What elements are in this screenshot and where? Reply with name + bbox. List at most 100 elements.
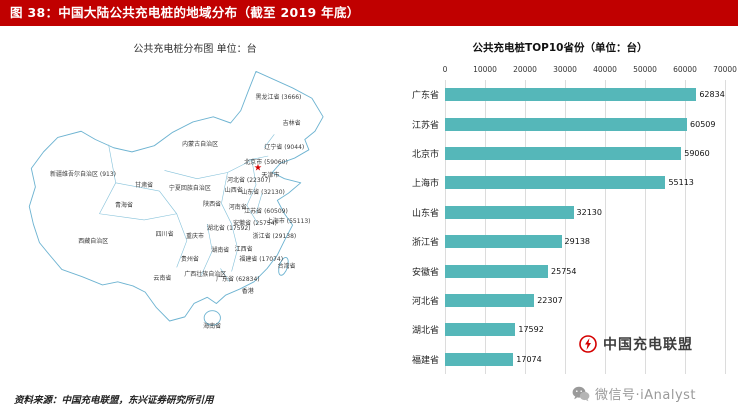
map-label: 河北省 (22307) [226, 176, 271, 184]
map-label: 湖南省 [211, 247, 230, 255]
figure-title-bar: 图 38：中国大陆公共充电桩的地域分布（截至 2019 年底） [0, 0, 738, 26]
category-label: 河北省 [411, 297, 439, 308]
map-label: 上海市 (55113) [266, 218, 311, 225]
chart-body: 广东省 江苏省 北京市 上海市 山东省 浙江省 安徽省 河北省 湖北省 福建省 62834 6050… [395, 80, 726, 374]
hainan-island [203, 310, 221, 326]
map-title: 公共充电桩分布图 单位：台 [133, 44, 257, 55]
map-label: 海南省 [203, 323, 222, 331]
category-column: 广东省 江苏省 北京市 上海市 山东省 浙江省 安徽省 河北省 湖北省 福建省 [395, 80, 445, 374]
bar-value: 17592 [518, 325, 544, 335]
grid-layer [445, 80, 726, 374]
charging-alliance-logo-icon [579, 335, 597, 353]
bar-value: 22307 [537, 296, 563, 306]
wechat-watermark-text: 微信号·iAnalyst [595, 388, 697, 403]
map-label: 重庆市 [185, 232, 205, 240]
bar-plot: 62834 60509 59060 55113 32130 29138 25754 22307… [445, 80, 726, 374]
china-map: ★ 黑龙江省 (3666) 吉林省 辽宁省 (9044) 内蒙古自治区 新疆维吾尔自治区… [12, 57, 378, 387]
beijing-star-icon: ★ [254, 162, 262, 173]
bar-value: 29138 [564, 237, 590, 247]
category-label: 广东省 [411, 91, 439, 102]
map-label: 台湾省 [277, 263, 296, 271]
gridline [645, 80, 646, 374]
bar [445, 117, 688, 131]
x-axis-tick: 30000 [553, 65, 577, 74]
map-label: 西藏自治区 [78, 238, 109, 246]
bar-row: 25754 [445, 256, 725, 285]
bar-row: 59060 [445, 139, 725, 168]
bar-row: 17592 [445, 315, 725, 344]
map-labels: 黑龙江省 (3666) 吉林省 辽宁省 (9044) 内蒙古自治区 新疆维吾尔自治区 (… [12, 57, 378, 387]
bar-row: 55113 [445, 168, 725, 197]
category-label: 江苏省 [411, 120, 439, 131]
category-label: 上海市 [411, 179, 439, 190]
bar [445, 235, 562, 249]
map-label: 广西壮族自治区 [184, 271, 227, 279]
gridline [685, 80, 686, 374]
bar-value: 62834 [699, 90, 725, 100]
province-borders [99, 134, 275, 282]
bar [445, 264, 549, 278]
map-label: 内蒙古自治区 [182, 140, 219, 148]
bar-row: 60509 [445, 109, 725, 138]
map-label: 四川省 [155, 230, 174, 238]
gridline [565, 80, 566, 374]
category-label: 福建省 [411, 355, 439, 366]
map-label: 香港 [241, 287, 254, 295]
map-label: 黑龙江省 (3666) [255, 94, 302, 102]
figure-title: 图 38：中国大陆公共充电桩的地域分布（截至 2019 年底） [10, 5, 360, 20]
category-label: 北京市 [411, 150, 439, 161]
china-map-panel: 公共充电桩分布图 单位：台 [12, 40, 378, 392]
x-axis: 0 10000 20000 30000 40000 50000 60000 70000 [395, 65, 737, 78]
map-label: 北京市 (59060) [244, 158, 288, 166]
bar-row: 17074 [445, 345, 725, 374]
map-label: 福建省 (17074) [239, 256, 284, 264]
gridline [605, 80, 606, 374]
bar [445, 147, 682, 161]
bar-value: 55113 [668, 178, 694, 188]
map-label: 云南省 [153, 274, 172, 282]
map-label: 河南省 [228, 204, 247, 212]
bar-value: 60509 [690, 119, 716, 129]
wechat-watermark: 微信号·iAnalyst [572, 384, 696, 403]
bar-row: 29138 [445, 227, 725, 256]
map-label: 吉林省 [282, 119, 301, 127]
map-label: 天津市 [261, 172, 280, 180]
gridline [485, 80, 486, 374]
map-label: 青海省 [114, 202, 133, 210]
chart-title: 公共充电桩TOP10省份（单位：台） [472, 42, 648, 54]
bar-row: 32130 [445, 198, 725, 227]
map-label: 山西省 [224, 186, 243, 194]
category-label: 山东省 [411, 208, 439, 219]
x-axis-tick: 50000 [633, 65, 657, 74]
bars-layer: 62834 60509 59060 55113 32130 29138 25754 22307… [445, 80, 725, 374]
bar [445, 176, 666, 190]
bar [445, 352, 514, 366]
bar-value: 59060 [684, 149, 710, 159]
map-label: 宁夏回族自治区 [168, 185, 211, 192]
gridline [725, 80, 726, 374]
map-label: 安徽省 (25754) [233, 219, 277, 227]
map-label: 江西省 [234, 245, 253, 253]
bar-row: 22307 [445, 286, 725, 315]
map-label: 新疆维吾尔自治区 (913) [49, 171, 117, 179]
wechat-icon [572, 386, 590, 401]
taiwan-island [278, 256, 289, 276]
x-axis-tick: 40000 [593, 65, 617, 74]
x-axis-ticks: 0 10000 20000 30000 40000 50000 60000 70000 [443, 65, 737, 78]
bar-value: 25754 [551, 266, 577, 276]
x-axis-tick: 60000 [673, 65, 697, 74]
bar [445, 205, 574, 219]
gridline [525, 80, 526, 374]
bar-row: 62834 [445, 80, 725, 109]
map-label: 江苏省 (60509) [244, 207, 288, 215]
category-label: 湖北省 [411, 326, 439, 337]
x-axis-tick: 20000 [513, 65, 537, 74]
source-note: 资料来源：中国充电联盟，东兴证券研究所引用 [14, 395, 214, 406]
bar-value: 17074 [516, 354, 542, 364]
x-axis-tick: 70000 [713, 65, 737, 74]
bar [445, 88, 697, 102]
org-watermark-text: 中国充电联盟 [603, 337, 693, 353]
top10-bar-chart-panel: 公共充电桩TOP10省份（单位：台） 0 10000 20000 30000 40000… [395, 40, 737, 392]
category-label: 浙江省 [411, 238, 439, 249]
